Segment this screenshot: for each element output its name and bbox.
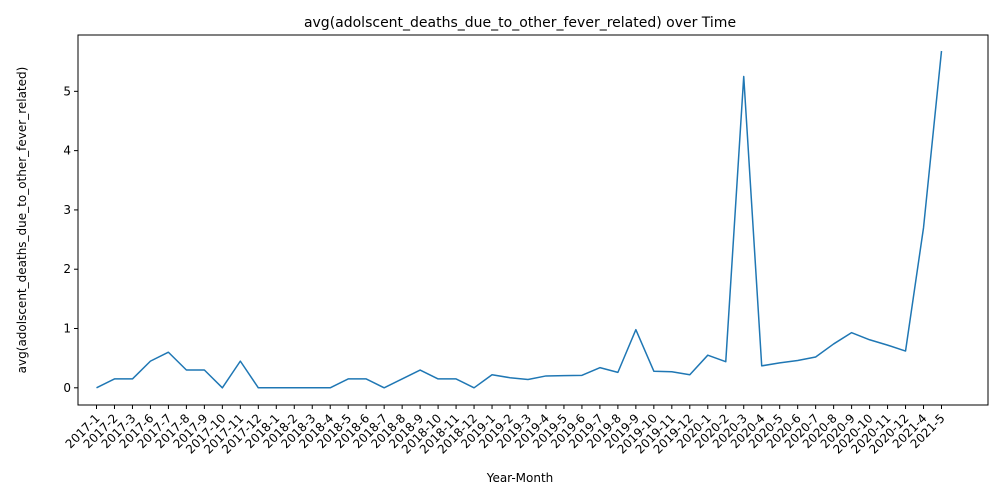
plot-area-frame — [77, 34, 989, 406]
y-tick-label: 1 — [63, 322, 71, 336]
y-tick-label: 3 — [63, 203, 71, 217]
y-tick-label: 0 — [63, 381, 71, 395]
y-tick-label: 4 — [63, 144, 71, 158]
y-axis: 0 1 2 3 4 5 — [63, 84, 78, 395]
y-axis-title: avg(adolscent_deaths_due_to_other_fever_… — [15, 67, 29, 374]
series-line — [96, 50, 943, 389]
x-axis: 2017-12017-22017-32017-62017-72017-82017… — [63, 405, 948, 457]
y-tick-label: 5 — [63, 84, 71, 98]
y-tick-label: 2 — [63, 262, 71, 276]
chart-title: avg(adolscent_deaths_due_to_other_fever_… — [304, 15, 736, 31]
x-axis-title: Year-Month — [486, 471, 554, 485]
